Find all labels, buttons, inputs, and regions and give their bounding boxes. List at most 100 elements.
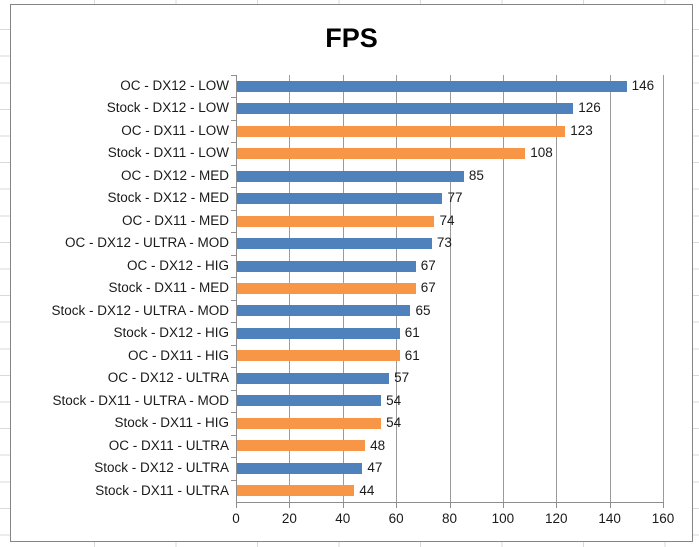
x-axis-tick <box>342 502 344 508</box>
category-label: Stock - DX12 - MED <box>107 190 229 206</box>
x-axis-tick <box>289 502 291 508</box>
value-label: 73 <box>436 235 452 251</box>
x-axis-tick <box>663 502 664 508</box>
value-label: 67 <box>420 280 436 296</box>
bar[interactable] <box>237 283 416 294</box>
category-label: OC - DX12 - LOW <box>120 78 229 93</box>
x-axis-tick <box>609 502 611 508</box>
x-tick-label: 120 <box>544 511 568 526</box>
y-axis-tick <box>231 322 236 324</box>
category-label: Stock - DX11 - ULTRA <box>95 482 229 498</box>
y-axis-tick <box>231 434 236 436</box>
category-label: Stock - DX12 - ULTRA <box>94 460 229 476</box>
y-axis-line <box>236 75 237 502</box>
value-label: 108 <box>530 145 553 161</box>
category-label: Stock - DX11 - ULTRA - MOD <box>52 392 229 408</box>
y-axis-tick <box>231 457 236 459</box>
chart-frame[interactable] <box>10 4 693 542</box>
y-axis-tick <box>231 119 236 121</box>
y-axis-tick <box>231 254 236 256</box>
y-axis-tick <box>231 367 236 369</box>
value-label: 57 <box>394 370 410 386</box>
x-tick-label: 100 <box>491 511 515 526</box>
x-axis-tick <box>502 502 504 508</box>
bar[interactable] <box>237 215 435 227</box>
value-label: 77 <box>447 190 463 206</box>
y-axis-tick <box>231 75 236 76</box>
category-label: OC - DX11 - HIG <box>127 347 229 363</box>
category-label: Stock - DX11 - LOW <box>107 145 229 161</box>
value-label: 48 <box>370 437 386 453</box>
value-label: 47 <box>367 460 383 476</box>
chart-title[interactable]: FPS <box>325 23 378 53</box>
x-axis-tick <box>236 502 237 508</box>
x-tick-label: 140 <box>598 511 621 526</box>
y-axis-tick <box>231 142 236 144</box>
value-label: 126 <box>578 100 601 116</box>
value-label: 123 <box>570 122 593 138</box>
bar[interactable] <box>237 80 627 92</box>
category-label: OC - DX12 - HIG <box>126 257 229 273</box>
category-label: OC - DX11 - LOW <box>121 122 229 138</box>
y-axis-tick <box>231 209 236 211</box>
plot-gridline <box>449 75 451 502</box>
value-label: 146 <box>631 78 655 93</box>
value-label: 67 <box>420 257 436 273</box>
plot-gridline <box>502 75 504 502</box>
y-axis-tick <box>231 187 236 189</box>
y-axis-tick <box>231 277 236 279</box>
x-axis-tick <box>556 502 558 508</box>
category-label: Stock - DX12 - LOW <box>106 100 229 116</box>
bar[interactable] <box>237 395 382 407</box>
x-tick-label: 0 <box>232 511 240 526</box>
bar[interactable] <box>237 372 390 384</box>
bar[interactable] <box>237 350 400 362</box>
x-tick-label: 40 <box>335 511 351 526</box>
y-axis-tick <box>231 232 236 234</box>
bar[interactable] <box>237 485 355 497</box>
bar[interactable] <box>237 193 443 205</box>
y-axis-tick <box>231 164 236 166</box>
value-label: 44 <box>359 482 375 498</box>
plot-gridline <box>609 75 611 502</box>
category-label: Stock - DX12 - HIG <box>113 325 229 341</box>
value-label: 65 <box>415 302 431 318</box>
value-label: 54 <box>386 415 402 431</box>
bar[interactable] <box>237 305 411 317</box>
bar[interactable] <box>237 148 526 160</box>
bar[interactable] <box>237 440 366 452</box>
bar[interactable] <box>237 327 400 339</box>
category-label: OC - DX11 - ULTRA <box>108 437 229 453</box>
value-label: 61 <box>404 325 420 341</box>
y-axis-tick <box>231 479 236 481</box>
value-label: 85 <box>468 167 484 183</box>
y-axis-tick <box>231 97 236 99</box>
x-tick-label: 160 <box>651 511 675 526</box>
y-axis-tick <box>231 344 236 346</box>
x-tick-label: 80 <box>441 511 458 526</box>
bar[interactable] <box>237 125 566 137</box>
bar[interactable] <box>237 417 382 429</box>
bar[interactable] <box>237 170 464 182</box>
bar[interactable] <box>237 462 363 474</box>
bar[interactable] <box>237 260 416 272</box>
plot-gridline <box>663 75 664 502</box>
category-label: OC - DX11 - MED <box>121 212 229 228</box>
y-axis-tick <box>231 299 236 301</box>
category-label: Stock - DX12 - ULTRA - MOD <box>51 302 229 318</box>
bar[interactable] <box>237 238 432 250</box>
category-label: Stock - DX11 - HIG <box>114 415 229 431</box>
value-label: 54 <box>386 392 402 408</box>
plot-gridline <box>556 75 558 502</box>
y-axis-tick <box>231 389 236 391</box>
value-label: 61 <box>404 347 420 363</box>
y-axis-tick <box>231 412 236 414</box>
category-label: OC - DX12 - ULTRA <box>107 370 229 386</box>
x-axis-tick <box>396 502 398 508</box>
category-label: OC - DX12 - MED <box>120 167 229 183</box>
category-label: Stock - DX11 - MED <box>108 280 229 296</box>
category-label: OC - DX12 - ULTRA - MOD <box>64 235 229 251</box>
bar[interactable] <box>237 103 574 115</box>
